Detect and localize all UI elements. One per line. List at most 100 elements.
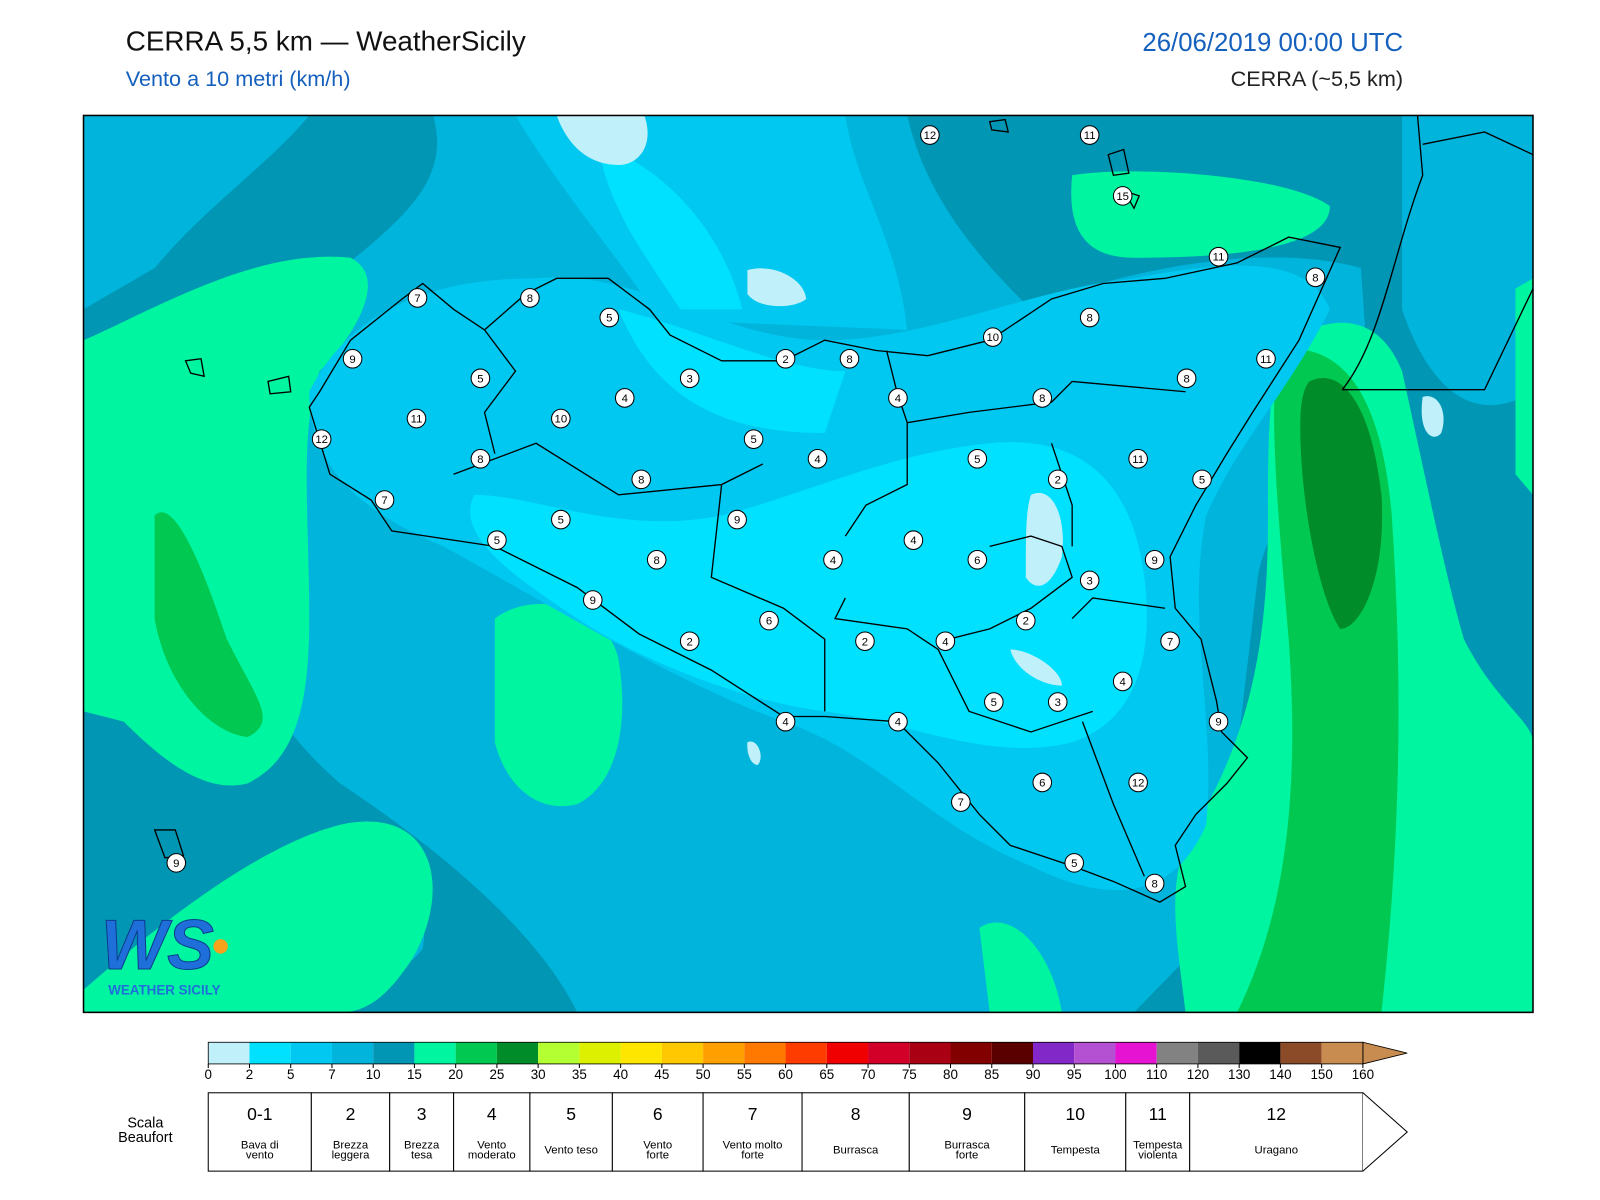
- station-value: 8: [638, 474, 644, 486]
- station: 5: [1192, 469, 1212, 490]
- colorbar-segment: [538, 1042, 580, 1064]
- station: 10: [982, 327, 1003, 347]
- station-value: 5: [477, 373, 483, 385]
- station-marker: [470, 368, 491, 389]
- station-marker: [1015, 610, 1036, 631]
- colorbar-segment: [826, 1042, 869, 1064]
- colorbar-arrow: [1362, 1041, 1408, 1065]
- station-marker: [311, 429, 332, 449]
- beaufort-description: Brezza: [404, 1139, 440, 1151]
- colorbar-segment: [579, 1042, 621, 1064]
- station-marker: [679, 368, 700, 389]
- station: 5: [1064, 853, 1085, 873]
- station-marker: [982, 327, 1003, 347]
- station: 12: [920, 125, 940, 145]
- station-value: 11: [1260, 354, 1272, 366]
- station-marker: [823, 549, 843, 570]
- map: 12 11 15 11 8 7 8 5 8 10 9 2 8 11 5 3 8 4 4 8 11 10 12 5 8 4 5 11 8 2…: [83, 115, 1533, 1013]
- station-value: 9: [173, 858, 179, 870]
- station-marker: [759, 610, 779, 631]
- station-marker: [520, 288, 540, 308]
- station-marker: [855, 631, 875, 652]
- colorbar-tick-label: 10: [366, 1067, 381, 1082]
- station-value: 4: [910, 535, 916, 547]
- station-value: 8: [1183, 373, 1189, 385]
- colorbar-tick-label: 7: [328, 1067, 335, 1082]
- colorbar-segment: [661, 1042, 704, 1064]
- station: 5: [743, 429, 764, 449]
- station-marker: [166, 853, 187, 873]
- station-value: 12: [924, 130, 937, 142]
- colorbar-tick-label: 5: [287, 1067, 294, 1082]
- station: 7: [407, 288, 428, 308]
- station-value: 2: [687, 636, 693, 648]
- beaufort-force: 6: [653, 1104, 663, 1124]
- station: 8: [1144, 873, 1165, 894]
- station: 9: [582, 590, 603, 610]
- colorbar-tick-label: 150: [1310, 1067, 1332, 1082]
- colorbar-segment: [414, 1042, 456, 1064]
- beaufort-force: 11: [1149, 1104, 1167, 1124]
- colorbar-tick-label: 160: [1352, 1067, 1374, 1082]
- beaufort-force: 4: [487, 1104, 497, 1124]
- station: 7: [1160, 631, 1180, 652]
- colorbar-segment: [455, 1042, 497, 1064]
- station-value: 8: [1039, 393, 1045, 405]
- station-marker: [1032, 388, 1053, 408]
- colorbar-tick-label: 45: [654, 1067, 669, 1082]
- title: CERRA 5,5 km — WeatherSicily: [126, 26, 526, 57]
- colorbar-segment: [1280, 1042, 1322, 1064]
- station-marker: [967, 549, 988, 570]
- map-frame: [82, 114, 1534, 1014]
- station: 4: [807, 448, 828, 469]
- station-marker: [807, 448, 828, 469]
- station-marker: [1192, 469, 1212, 490]
- beaufort-description: leggera: [332, 1150, 370, 1162]
- station-value: 9: [349, 354, 355, 366]
- colorbar-segment: [703, 1042, 745, 1064]
- station-value: 12: [315, 434, 328, 446]
- station-marker: [775, 348, 796, 369]
- station-value: 5: [558, 515, 564, 527]
- beaufort-force: 10: [1066, 1104, 1086, 1124]
- colorbar-segment: [991, 1042, 1033, 1064]
- beaufort-cell: [1125, 1092, 1191, 1172]
- beaufort-cell: [529, 1092, 613, 1172]
- colorbar-tick-label: 20: [448, 1067, 463, 1082]
- station: 4: [888, 711, 908, 732]
- station: 11: [1208, 246, 1229, 267]
- station-marker: [888, 711, 908, 732]
- station-marker: [1144, 873, 1165, 894]
- colorbar-segment: [909, 1042, 951, 1064]
- station-value: 4: [622, 393, 628, 405]
- colorbar-tick-label: 40: [613, 1067, 628, 1082]
- station-marker: [1208, 246, 1229, 267]
- station: 2: [775, 348, 796, 369]
- station-marker: [775, 711, 796, 732]
- station: 11: [1128, 448, 1148, 469]
- station: 11: [1079, 125, 1100, 145]
- colorbar-tick-label: 90: [1026, 1067, 1041, 1082]
- colorbar-tick-label: 55: [737, 1067, 752, 1082]
- station: 3: [1079, 570, 1100, 591]
- colorbar-tick-label: 130: [1228, 1067, 1250, 1082]
- beaufort-description: violenta: [1138, 1150, 1178, 1162]
- beaufort-description: forte: [646, 1150, 669, 1162]
- station: 8: [631, 469, 652, 490]
- station-marker: [935, 631, 956, 652]
- colorbar: 0 2 5 7 10 15 20 25 30 35 40 45 50 55 60 65 70 75 80 85 90 95…: [205, 1041, 1408, 1082]
- beaufort-description: forte: [741, 1150, 764, 1162]
- station: 4: [903, 530, 924, 550]
- beaufort-description: Vento molto: [723, 1139, 783, 1151]
- station-value: 5: [1071, 858, 1077, 870]
- station: 8: [1079, 307, 1100, 328]
- station-marker: [888, 388, 908, 408]
- beaufort-force: 8: [851, 1104, 861, 1124]
- beaufort-description: Vento teso: [544, 1145, 598, 1157]
- colorbar-segment: [496, 1042, 539, 1064]
- beaufort-force: 0-1: [247, 1104, 272, 1124]
- station-value: 5: [991, 697, 997, 709]
- station: 11: [406, 408, 427, 429]
- station: 7: [374, 490, 395, 510]
- beaufort-description: Vento: [643, 1139, 672, 1151]
